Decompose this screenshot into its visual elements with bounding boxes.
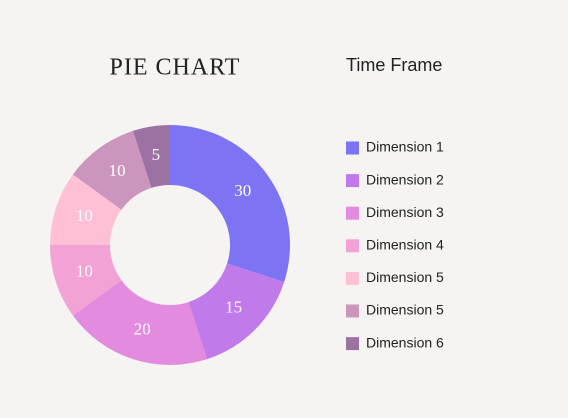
slice-label: 5: [152, 145, 161, 164]
slice: [188, 263, 285, 360]
slice: [50, 245, 122, 316]
legend-swatch: [346, 239, 359, 253]
slice: [72, 130, 152, 210]
slice: [170, 125, 290, 283]
legend-label: Dimension 6: [366, 334, 444, 350]
legend-label: Dimension 5: [366, 302, 444, 318]
legend-label: Dimension 5: [366, 269, 444, 285]
slice-label: 30: [234, 181, 251, 200]
legend-swatch: [346, 174, 359, 188]
slice-label: 15: [225, 298, 242, 317]
slice-label: 10: [76, 262, 93, 281]
legend-label: Dimension 3: [366, 204, 444, 220]
slice-label: 10: [109, 161, 126, 180]
legend-swatch: [346, 141, 359, 155]
legend-label: Dimension 1: [366, 139, 444, 155]
slice: [132, 125, 170, 188]
slice: [72, 280, 208, 365]
slice-label: 20: [134, 320, 151, 339]
slice: [50, 174, 122, 245]
legend-swatch: [346, 271, 359, 285]
legend-swatch: [346, 337, 359, 351]
legend-label: Dimension 2: [366, 171, 444, 187]
chart-title: PIE CHART: [110, 55, 241, 81]
legend-swatch: [346, 304, 359, 318]
legend-swatch: [346, 206, 359, 220]
legend-title: Time Frame: [346, 55, 442, 75]
legend-label: Dimension 4: [366, 237, 444, 253]
slice-label: 10: [76, 206, 93, 225]
